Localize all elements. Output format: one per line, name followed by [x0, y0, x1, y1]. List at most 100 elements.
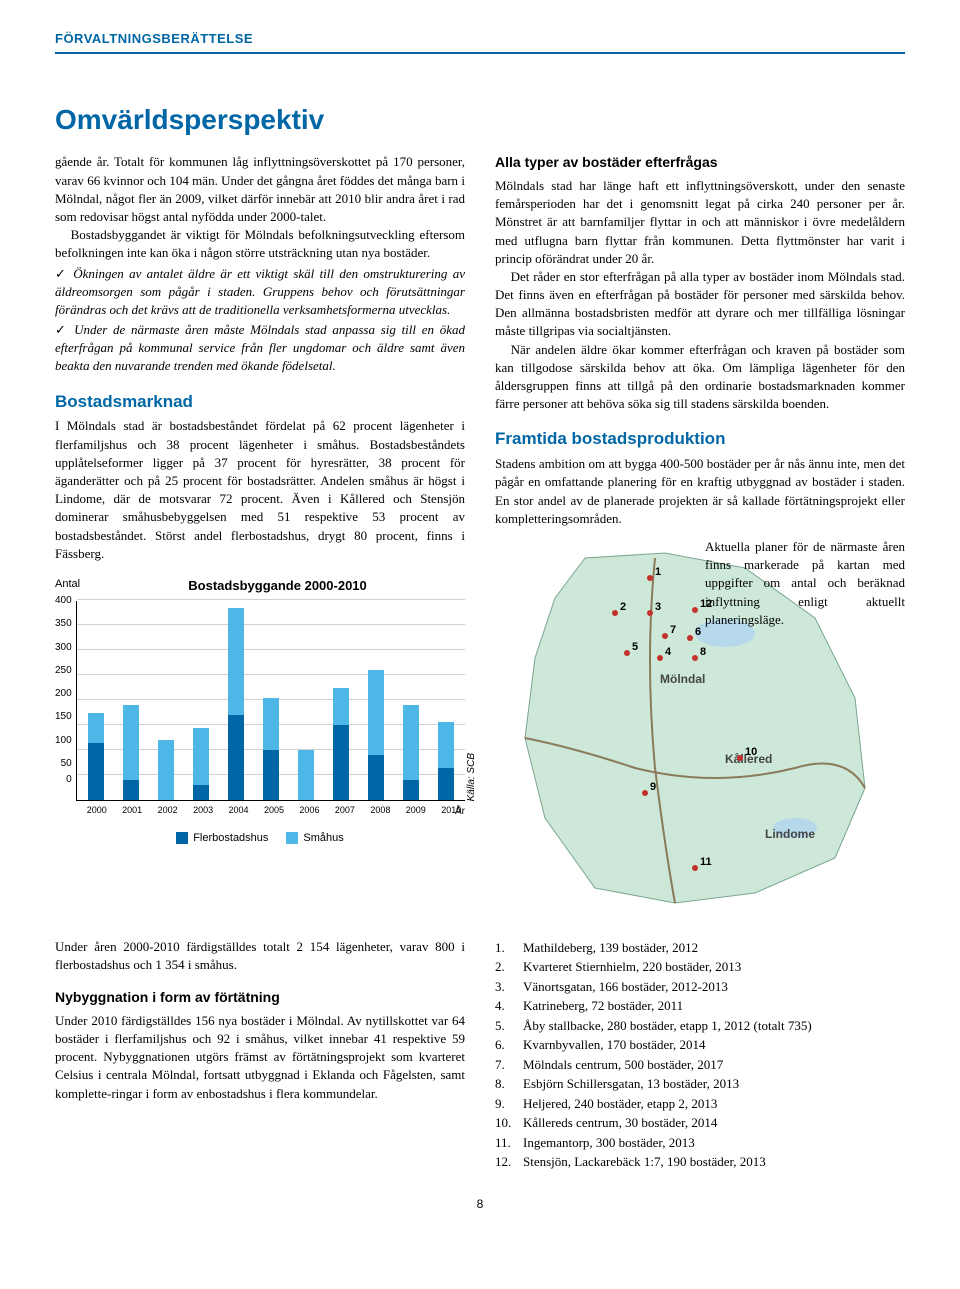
bar-segment: [263, 750, 279, 800]
bar-segment: [228, 608, 244, 716]
bar-group: [222, 608, 249, 801]
map-marker-label: 5: [632, 641, 638, 653]
section-label: FÖRVALTNINGSBERÄTTELSE: [55, 30, 905, 54]
para: Stadens ambition om att bygga 400-500 bo…: [495, 455, 905, 528]
chart-ylabel: Antal: [55, 577, 80, 592]
bar-segment: [403, 705, 419, 780]
map-marker-label: 4: [665, 646, 672, 658]
list-item: 10.Kållereds centrum, 30 bostäder, 2014: [495, 1113, 905, 1133]
page-title: Omvärldsperspektiv: [55, 100, 905, 139]
bar-segment: [333, 688, 349, 726]
map-marker-label: 9: [650, 781, 656, 793]
page-number: 8: [55, 1196, 905, 1213]
map-marker-dot: [647, 610, 653, 616]
list-item: 2.Kvarteret Stiernhielm, 220 bostäder, 2…: [495, 957, 905, 977]
chart: Antal Bostadsbyggande 2000-2010 40035030…: [55, 577, 465, 846]
map-marker-label: 6: [695, 626, 701, 638]
right-column-lower: 1.Mathildeberg, 139 bostäder, 20122.Kvar…: [495, 938, 905, 1172]
chart-plot: [76, 601, 465, 801]
bar-segment: [193, 785, 209, 800]
bar-group: [327, 688, 354, 801]
bar-group: [257, 698, 284, 801]
map-marker-dot: [662, 633, 668, 639]
bar-segment: [438, 722, 454, 768]
para: gående år. Totalt för kommunen låg infly…: [55, 153, 465, 226]
map-marker-label: 7: [670, 624, 676, 636]
right-column: Alla typer av bostäder efterfrågas Mölnd…: [495, 153, 905, 918]
map-marker-label: 2: [620, 601, 626, 613]
bar-segment: [88, 743, 104, 801]
heading-alla-typer: Alla typer av bostäder efterfrågas: [495, 153, 905, 173]
para: Under 2010 färdigställdes 156 nya bostäd…: [55, 1012, 465, 1103]
list-item: 1.Mathildeberg, 139 bostäder, 2012: [495, 938, 905, 958]
bar-group: [188, 728, 215, 801]
list-item: 4.Katrineberg, 72 bostäder, 2011: [495, 996, 905, 1016]
list-item: 6.Kvarnbyvallen, 170 bostäder, 2014: [495, 1035, 905, 1055]
lower-columns: Under åren 2000-2010 färdigställdes tota…: [55, 938, 905, 1172]
bar-group: [362, 670, 389, 800]
list-item: 5.Åby stallbacke, 280 bostäder, etapp 1,…: [495, 1016, 905, 1036]
list-item: 11.Ingemantorp, 300 bostäder, 2013: [495, 1133, 905, 1153]
para: Under åren 2000-2010 färdigställdes tota…: [55, 938, 465, 974]
list-item: 3.Vänortsgatan, 166 bostäder, 2012-2013: [495, 977, 905, 997]
map-marker-label: 10: [745, 746, 757, 758]
bar-segment: [123, 780, 139, 800]
map-label-lindome: Lindome: [765, 827, 815, 841]
legend-item: Flerbostadshus: [176, 831, 268, 846]
para: Mölndals stad har länge haft ett inflytt…: [495, 177, 905, 268]
para: Det råder en stor efterfrågan på alla ty…: [495, 268, 905, 341]
bar-segment: [193, 728, 209, 786]
map-marker-dot: [642, 790, 648, 796]
bar-group: [153, 740, 180, 800]
left-column: gående år. Totalt för kommunen låg infly…: [55, 153, 465, 918]
bar-segment: [438, 768, 454, 801]
map-marker-dot: [657, 655, 663, 661]
map-marker-dot: [692, 607, 698, 613]
bar-group: [292, 750, 319, 800]
bar-group: [432, 722, 459, 801]
bar-segment: [368, 755, 384, 800]
heading-bostadsmarknad: Bostadsmarknad: [55, 390, 465, 414]
map-marker-dot: [647, 575, 653, 581]
bar-segment: [158, 740, 174, 800]
map-marker-dot: [737, 755, 743, 761]
para: Bostadsbyggandet är viktigt för Mölndals…: [55, 226, 465, 262]
map-caption: Aktuella planer för de närmaste åren fin…: [705, 538, 905, 629]
map: Mölndal Kållered Lindome 123127654810911…: [495, 538, 905, 918]
map-marker-label: 3: [655, 601, 661, 613]
list-item: 12.Stensjön, Lackarebäck 1:7, 190 bostäd…: [495, 1152, 905, 1172]
upper-columns: gående år. Totalt för kommunen låg infly…: [55, 153, 905, 918]
legend-item: Småhus: [286, 831, 343, 846]
para-check: Ökningen av antalet äldre är ett viktigt…: [55, 265, 465, 320]
map-marker-dot: [624, 650, 630, 656]
heading-nybyggnation: Nybyggnation i form av förtätning: [55, 988, 465, 1008]
para: I Mölndals stad är bostadsbeståndet förd…: [55, 417, 465, 563]
bar-segment: [228, 715, 244, 800]
list-item: 8.Esbjörn Schillersgatan, 13 bostäder, 2…: [495, 1074, 905, 1094]
bar-segment: [263, 698, 279, 751]
map-marker-dot: [687, 635, 693, 641]
bar-segment: [403, 780, 419, 800]
bar-segment: [88, 713, 104, 743]
left-column-lower: Under åren 2000-2010 färdigställdes tota…: [55, 938, 465, 1172]
map-marker-dot: [692, 865, 698, 871]
bar-segment: [368, 670, 384, 755]
para-check: Under de närmaste åren måste Mölndals st…: [55, 321, 465, 376]
chart-title: Bostadsbyggande 2000-2010: [90, 577, 465, 595]
chart-source: Källa: SCB: [465, 753, 479, 801]
bar-segment: [298, 750, 314, 800]
bar-segment: [333, 725, 349, 800]
bar-group: [118, 705, 145, 800]
para: När andelen äldre ökar kommer efterfråga…: [495, 341, 905, 414]
project-list: 1.Mathildeberg, 139 bostäder, 20122.Kvar…: [495, 938, 905, 1172]
map-marker-label: 1: [655, 566, 661, 578]
chart-legend: Flerbostadshus Småhus: [55, 831, 465, 846]
map-label-molndal: Mölndal: [660, 672, 705, 686]
map-marker-label: 11: [700, 856, 712, 868]
bar-group: [83, 713, 110, 801]
map-marker-label: 8: [700, 646, 706, 658]
bar-group: [397, 705, 424, 800]
map-marker-dot: [612, 610, 618, 616]
list-item: 9.Heljered, 240 bostäder, etapp 2, 2013: [495, 1094, 905, 1114]
chart-y-axis: 400350300250200150100500: [55, 601, 76, 801]
